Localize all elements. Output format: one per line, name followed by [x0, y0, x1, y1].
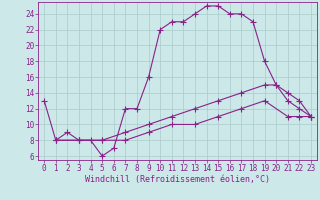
X-axis label: Windchill (Refroidissement éolien,°C): Windchill (Refroidissement éolien,°C)	[85, 175, 270, 184]
